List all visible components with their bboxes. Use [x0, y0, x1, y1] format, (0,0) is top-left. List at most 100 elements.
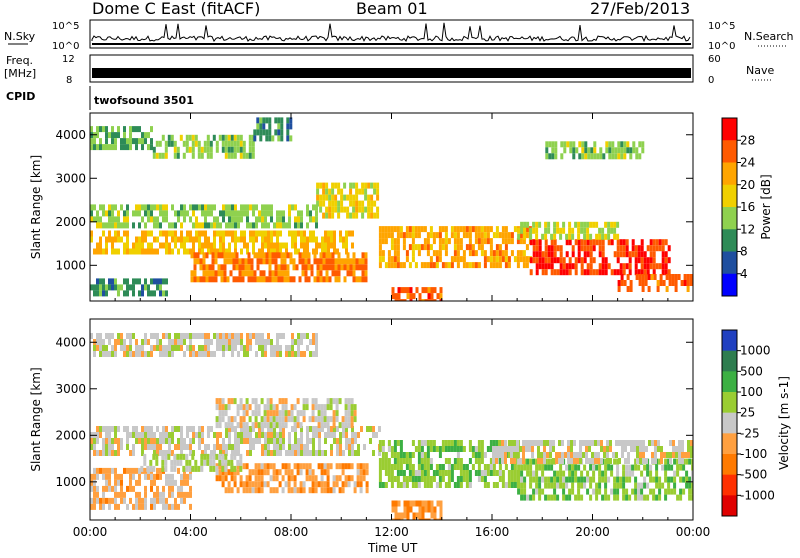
heatmap-cell	[162, 216, 165, 223]
heatmap-cell	[185, 465, 189, 472]
heatmap-cell	[286, 129, 290, 136]
heatmap-cell	[600, 446, 603, 452]
heatmap-cell	[337, 258, 341, 265]
heatmap-cell	[336, 438, 339, 444]
heatmap-cell	[217, 264, 221, 271]
heatmap-cell	[344, 481, 348, 488]
colorbar-tick-label: -100	[740, 447, 767, 461]
heatmap-cell	[168, 222, 171, 229]
heatmap-cell	[276, 351, 279, 357]
heatmap-cell	[309, 210, 312, 217]
heatmap-cell	[177, 485, 180, 492]
heatmap-cell	[230, 422, 234, 429]
heatmap-cell	[544, 494, 548, 501]
heatmap-cell	[242, 152, 246, 159]
heatmap-cell	[272, 416, 276, 423]
heatmap-cell	[216, 230, 219, 237]
heatmap-cell	[144, 491, 147, 498]
heatmap-cell	[338, 463, 342, 470]
heatmap-cell	[523, 221, 527, 228]
heatmap-cell	[135, 278, 138, 285]
heatmap-cell	[507, 232, 511, 239]
heatmap-cell	[673, 488, 677, 495]
heatmap-cell	[159, 450, 162, 456]
heatmap-cell	[418, 506, 422, 513]
heatmap-cell	[318, 438, 321, 444]
heatmap-cell	[294, 339, 297, 345]
heatmap-cell	[261, 236, 264, 243]
heatmap-cell	[599, 153, 603, 160]
heatmap-cell	[652, 239, 656, 246]
heatmap-cell	[381, 452, 385, 458]
heatmap-cell	[114, 467, 117, 474]
heatmap-cell	[571, 482, 575, 489]
heatmap-cell	[325, 252, 329, 259]
heatmap-cell	[577, 257, 581, 264]
heatmap-cell	[321, 236, 324, 243]
heatmap-cell	[324, 230, 327, 237]
heatmap-cell	[688, 476, 692, 483]
heatmap-cell	[523, 233, 527, 240]
heatmap-cell	[237, 210, 240, 217]
heatmap-cell	[222, 216, 225, 223]
heatmap-cell	[243, 204, 246, 211]
heatmap-cell	[532, 488, 536, 495]
heatmap-cell	[319, 200, 323, 207]
heatmap-cell	[261, 248, 264, 255]
colorbar-tick-label: -25	[740, 426, 760, 440]
heatmap-cell	[477, 232, 481, 239]
heatmap-cell	[238, 270, 242, 277]
heatmap-cell	[364, 270, 368, 277]
heatmap-cell	[165, 216, 168, 223]
heatmap-cell	[129, 351, 132, 357]
heatmap-cell	[350, 475, 354, 482]
heatmap-cell	[480, 226, 484, 233]
heatmap-cell	[601, 263, 605, 270]
heatmap-cell	[550, 245, 554, 252]
heatmap-cell	[328, 264, 332, 271]
heatmap-cell	[417, 464, 421, 470]
heatmap-cell	[132, 278, 135, 285]
heatmap-cell	[636, 440, 639, 446]
heatmap-cell	[180, 242, 183, 249]
heatmap-cell	[423, 226, 427, 233]
heatmap-cell	[510, 458, 513, 464]
heatmap-cell	[99, 450, 102, 456]
heatmap-cell	[102, 351, 105, 357]
heatmap-cell	[537, 458, 540, 464]
heatmap-cell	[246, 345, 249, 351]
heatmap-cell	[459, 458, 463, 464]
heatmap-cell	[322, 182, 326, 189]
heatmap-cell	[322, 200, 326, 207]
heatmap-cell	[547, 464, 551, 471]
heatmap-cell	[513, 446, 516, 452]
heatmap-cell	[209, 140, 213, 147]
heatmap-cell	[390, 256, 394, 263]
heatmap-cell	[597, 458, 600, 464]
heatmap-cell	[224, 152, 228, 159]
heatmap-cell	[663, 452, 666, 458]
heatmap-cell	[182, 152, 186, 159]
heatmap-cell	[421, 512, 425, 519]
heatmap-cell	[225, 432, 228, 438]
heatmap-cell	[281, 398, 285, 405]
heatmap-cell	[272, 487, 276, 494]
heatmap-cell	[351, 242, 354, 249]
heatmap-cell	[90, 438, 93, 444]
heatmap-cell	[185, 146, 189, 153]
heatmap-cell	[270, 450, 273, 456]
heatmap-cell	[132, 444, 135, 450]
heatmap-cell	[180, 432, 183, 438]
heatmap-cell	[631, 239, 635, 246]
heatmap-cell	[489, 238, 493, 245]
heatmap-cell	[513, 464, 517, 470]
heatmap-cell	[253, 135, 257, 142]
heatmap-cell	[370, 212, 374, 219]
heatmap-cell	[158, 152, 162, 159]
heatmap-cell	[228, 339, 231, 345]
heatmap-cell	[359, 475, 363, 482]
heatmap-cell	[129, 432, 132, 438]
heatmap-cell	[433, 287, 437, 294]
heatmap-cell	[429, 244, 433, 251]
heatmap-cell	[96, 339, 99, 345]
